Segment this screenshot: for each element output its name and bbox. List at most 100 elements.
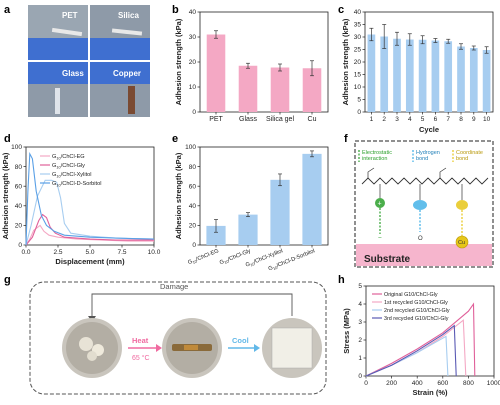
series-line [25, 179, 155, 246]
y-tick-label: 35 [354, 22, 362, 29]
y-tick-label: 15 [354, 72, 362, 79]
photo-silica-sample [111, 28, 143, 36]
photo-copper-glove [90, 62, 150, 84]
panel-f-label: f [344, 133, 348, 145]
panel-b-label: b [172, 4, 179, 16]
chart-h: 0 1 2 3 4 5 Stress (MPa) Strain (%) 0 200 400 600 80… [342, 283, 500, 397]
dish-crushed-inner [66, 322, 118, 374]
substrate-layer [356, 244, 492, 266]
bar [405, 39, 414, 112]
x-tick-label: 2 [382, 116, 386, 123]
legend-entry: 1st recycled G10/ChCl-Gly [384, 300, 448, 306]
series-line [25, 213, 154, 246]
bar [238, 214, 258, 245]
damage-label: Damage [160, 282, 188, 291]
schematic-legend: Electrostatic interaction Hydrogen bond … [358, 150, 484, 162]
bar [444, 41, 453, 112]
y-tick-label: 20 [189, 223, 197, 230]
melt [184, 345, 198, 350]
bar [367, 34, 376, 112]
bar [482, 50, 491, 112]
x-axis-label: Strain (%) [412, 388, 448, 397]
panel-e-label: e [172, 133, 178, 145]
x-tick-label: 8 [459, 116, 463, 123]
polymer-branch [367, 167, 375, 178]
bar [469, 48, 478, 112]
photo-copper: Copper [90, 62, 150, 117]
hydroxyl-site [413, 200, 427, 210]
x-tick-label: 400 [412, 380, 423, 387]
substrate-label: Substrate [364, 254, 411, 265]
ligand-site [456, 200, 468, 210]
y-tick-label: 100 [11, 144, 22, 151]
legend-entry: 3rd recycled G10/ChCl-Gly [384, 316, 449, 322]
y-tick-label: 2 [358, 337, 362, 344]
legend-entry: 2nd recycled G10/ChCl-Gly [384, 308, 450, 314]
y-tick-label: 40 [189, 9, 197, 16]
bar [380, 36, 389, 112]
bar [393, 38, 401, 112]
y-tick-label: 10 [354, 84, 362, 91]
y-tick-label: 0 [192, 109, 196, 116]
bar [302, 153, 322, 245]
panel-g-label: g [4, 274, 11, 286]
y-tick-label: 5 [357, 97, 361, 104]
fragment [87, 351, 97, 361]
y-axis-label: Adhesion strength (kPa) [174, 152, 183, 239]
y-axis-label: Adhesion strength (kPa) [174, 18, 183, 105]
x-tick-label: 10 [483, 116, 491, 123]
x-tick-label: 600 [437, 380, 448, 387]
plot-frame [199, 146, 329, 246]
y-tick-label: 5 [358, 283, 362, 290]
x-tick-label: 1 [370, 116, 374, 123]
legend-entry: G10/ChCl-Xylitol [52, 172, 92, 178]
photo-silica-glove [90, 38, 150, 60]
photo-copper-label: Copper [113, 69, 141, 78]
heat-arrow-head [156, 344, 162, 352]
schematic-frame [354, 140, 494, 268]
y-axis-label: Adhesion strength (kPa) [1, 152, 10, 239]
legend-coordinate: Coordinate bond [456, 150, 484, 162]
bar [206, 225, 226, 245]
copper-atom [455, 235, 469, 249]
bar [418, 39, 427, 112]
y-tick-label: 3 [358, 319, 362, 326]
y-tick-label: 0 [192, 242, 196, 249]
photo-glass-glove [28, 62, 88, 84]
photo-silica-label: Silica [118, 11, 139, 20]
series-line [25, 224, 154, 246]
cool-label: Cool [232, 336, 249, 345]
y-tick-label: 20 [15, 223, 23, 230]
x-tick-label: 5 [421, 116, 425, 123]
x-tick-label: 3 [395, 116, 399, 123]
photo-glass-sample [55, 88, 60, 114]
legend-entry: G10/ChCl-Gly [52, 163, 85, 169]
x-tick-label: 800 [463, 380, 474, 387]
y-tick-label: 0 [357, 109, 361, 116]
plot-frame [365, 285, 495, 377]
photo-pet-sample [51, 27, 83, 37]
panel-b: b 0 10 20 30 40 Adhesion strength (kPa) PET Gla… [172, 4, 329, 123]
surface-oxygen: O [418, 236, 423, 242]
panel-h-label: h [338, 274, 345, 286]
bar [206, 34, 226, 112]
y-tick-label: 40 [354, 9, 362, 16]
y-tick-label: 0 [18, 242, 22, 249]
legend-hydrogen: Hydrogen bond [416, 150, 441, 162]
y-tick-label: 0 [358, 373, 362, 380]
x-tick-label: 1000 [487, 380, 500, 387]
y-tick-label: 80 [189, 164, 197, 171]
photo-pet-glove [28, 38, 88, 60]
x-tick-label: 7.5 [117, 249, 126, 256]
y-tick-label: 20 [354, 59, 362, 66]
legend-entry: G10/ChCl-D-Sorbitol [52, 181, 101, 187]
photo-pet-label: PET [62, 11, 78, 20]
x-tick-label: 200 [386, 380, 397, 387]
panel-a-label: a [4, 4, 11, 16]
x-tick-label: 7 [446, 116, 450, 123]
